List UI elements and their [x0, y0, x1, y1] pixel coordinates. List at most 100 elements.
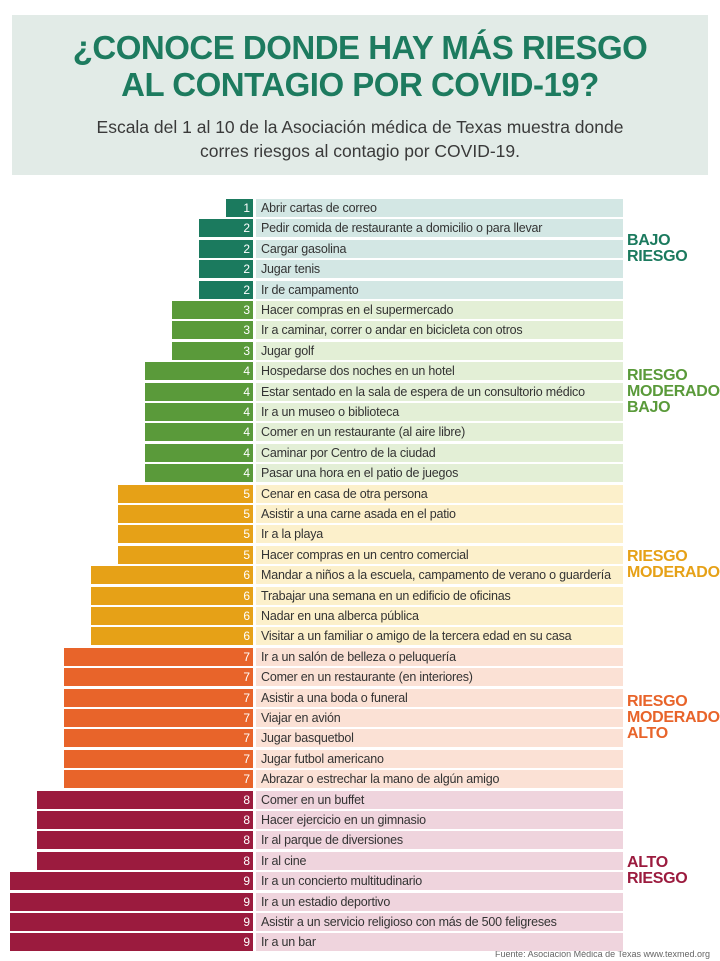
category-label: Cargar gasolina	[261, 241, 347, 256]
category-label: Ir al cine	[261, 853, 307, 868]
category-label: Ir a la playa	[261, 527, 324, 542]
value-label: 5	[243, 527, 250, 542]
row-background	[256, 770, 623, 789]
value-label: 1	[243, 201, 250, 215]
category-label: Ir a un salón de belleza o peluquería	[261, 649, 456, 664]
row-background	[256, 749, 623, 768]
bar	[91, 586, 253, 605]
row-background	[256, 505, 623, 523]
value-label: 3	[243, 323, 250, 338]
row-background	[256, 545, 623, 564]
bar	[64, 647, 253, 666]
row-background	[256, 199, 623, 217]
category-label: Comer en un buffet	[261, 792, 365, 807]
row-background	[256, 668, 623, 687]
category-label: Comer en un restaurante (en interiores)	[261, 670, 473, 685]
row-background	[256, 260, 623, 279]
value-label: 6	[243, 609, 250, 623]
bar	[64, 668, 253, 687]
row-background	[256, 443, 623, 462]
value-label: 6	[243, 588, 250, 603]
value-label: 4	[243, 405, 250, 419]
bar	[199, 219, 253, 238]
bar	[64, 709, 253, 727]
category-label: Pedir comida de restaurante a domicilio …	[261, 221, 543, 236]
row-background	[256, 525, 623, 544]
category-label: Ir a un estadio deportivo	[261, 894, 391, 909]
row-background	[256, 627, 623, 646]
value-label: 4	[243, 384, 250, 399]
bar	[172, 321, 253, 340]
category-label: Asistir a una carne asada en el patio	[261, 507, 456, 521]
bar	[145, 382, 253, 401]
row-background	[256, 403, 623, 421]
bar	[226, 199, 253, 217]
row-background	[256, 811, 623, 829]
row-background	[256, 382, 623, 401]
category-label: Visitar a un familiar o amigo de la terc…	[261, 629, 572, 644]
row-background	[256, 913, 623, 931]
chart-subtitle: Escala del 1 al 10 de la Asociación médi…	[96, 117, 624, 161]
bar	[145, 362, 253, 381]
value-label: 6	[243, 629, 250, 644]
row-background	[256, 709, 623, 727]
value-label: 2	[243, 262, 250, 277]
bar	[64, 770, 253, 789]
row-background	[256, 647, 623, 666]
category-label: Hacer compras en un centro comercial	[261, 547, 469, 562]
row-background	[256, 484, 623, 503]
bar	[118, 484, 253, 503]
row-background	[256, 688, 623, 707]
category-label: Asistir a una boda o funeral	[261, 690, 408, 705]
row-background	[256, 423, 623, 442]
category-label: Ir de campamento	[261, 282, 359, 297]
group-label: RIESGO MODERADO ALTO	[627, 693, 720, 743]
value-label: 7	[243, 649, 250, 664]
value-label: 8	[243, 792, 250, 807]
row-background	[256, 607, 623, 625]
bar	[145, 423, 253, 442]
row-background	[256, 239, 623, 258]
row-background	[256, 566, 623, 585]
category-label: Estar sentado en la sala de espera de un…	[261, 384, 585, 399]
bar	[10, 913, 253, 931]
value-label: 7	[243, 731, 250, 746]
bar	[10, 933, 253, 952]
row-background	[256, 321, 623, 340]
bar	[10, 892, 253, 911]
row-background	[256, 892, 623, 911]
value-label: 2	[243, 282, 250, 297]
bar	[64, 749, 253, 768]
group-label: RIESGO MODERADO	[627, 548, 720, 582]
group-label: RIESGO MODERADO BAJO	[627, 366, 720, 416]
row-background	[256, 464, 623, 483]
source: Fuente: Asociacion Médica de Texas www.t…	[495, 949, 710, 959]
bar	[172, 341, 253, 360]
value-label: 9	[243, 874, 250, 889]
row-background	[256, 362, 623, 381]
value-label: 7	[243, 751, 250, 766]
row-background	[256, 219, 623, 238]
bar	[10, 872, 253, 891]
category-label: Hospedarse dos noches en un hotel	[261, 364, 455, 379]
category-label: Hacer ejercicio en un gimnasio	[261, 813, 426, 827]
value-label: 4	[243, 425, 250, 440]
row-background	[256, 831, 623, 850]
bar	[145, 443, 253, 462]
category-label: Nadar en una alberca pública	[261, 609, 419, 623]
value-label: 9	[243, 894, 250, 909]
category-label: Abrazar o estrechar la mano de algún ami…	[261, 772, 500, 787]
bar	[118, 545, 253, 564]
value-label: 5	[243, 547, 250, 562]
bar	[145, 464, 253, 483]
category-label: Cenar en casa de otra persona	[261, 486, 428, 501]
row-background	[256, 586, 623, 605]
category-label: Asistir a un servicio religioso con más …	[261, 915, 557, 929]
category-label: Viajar en avión	[261, 711, 341, 725]
category-label: Abrir cartas de correo	[261, 201, 377, 215]
row-background	[256, 341, 623, 360]
value-label: 3	[243, 343, 250, 358]
value-label: 9	[243, 935, 250, 950]
bar	[199, 280, 253, 299]
